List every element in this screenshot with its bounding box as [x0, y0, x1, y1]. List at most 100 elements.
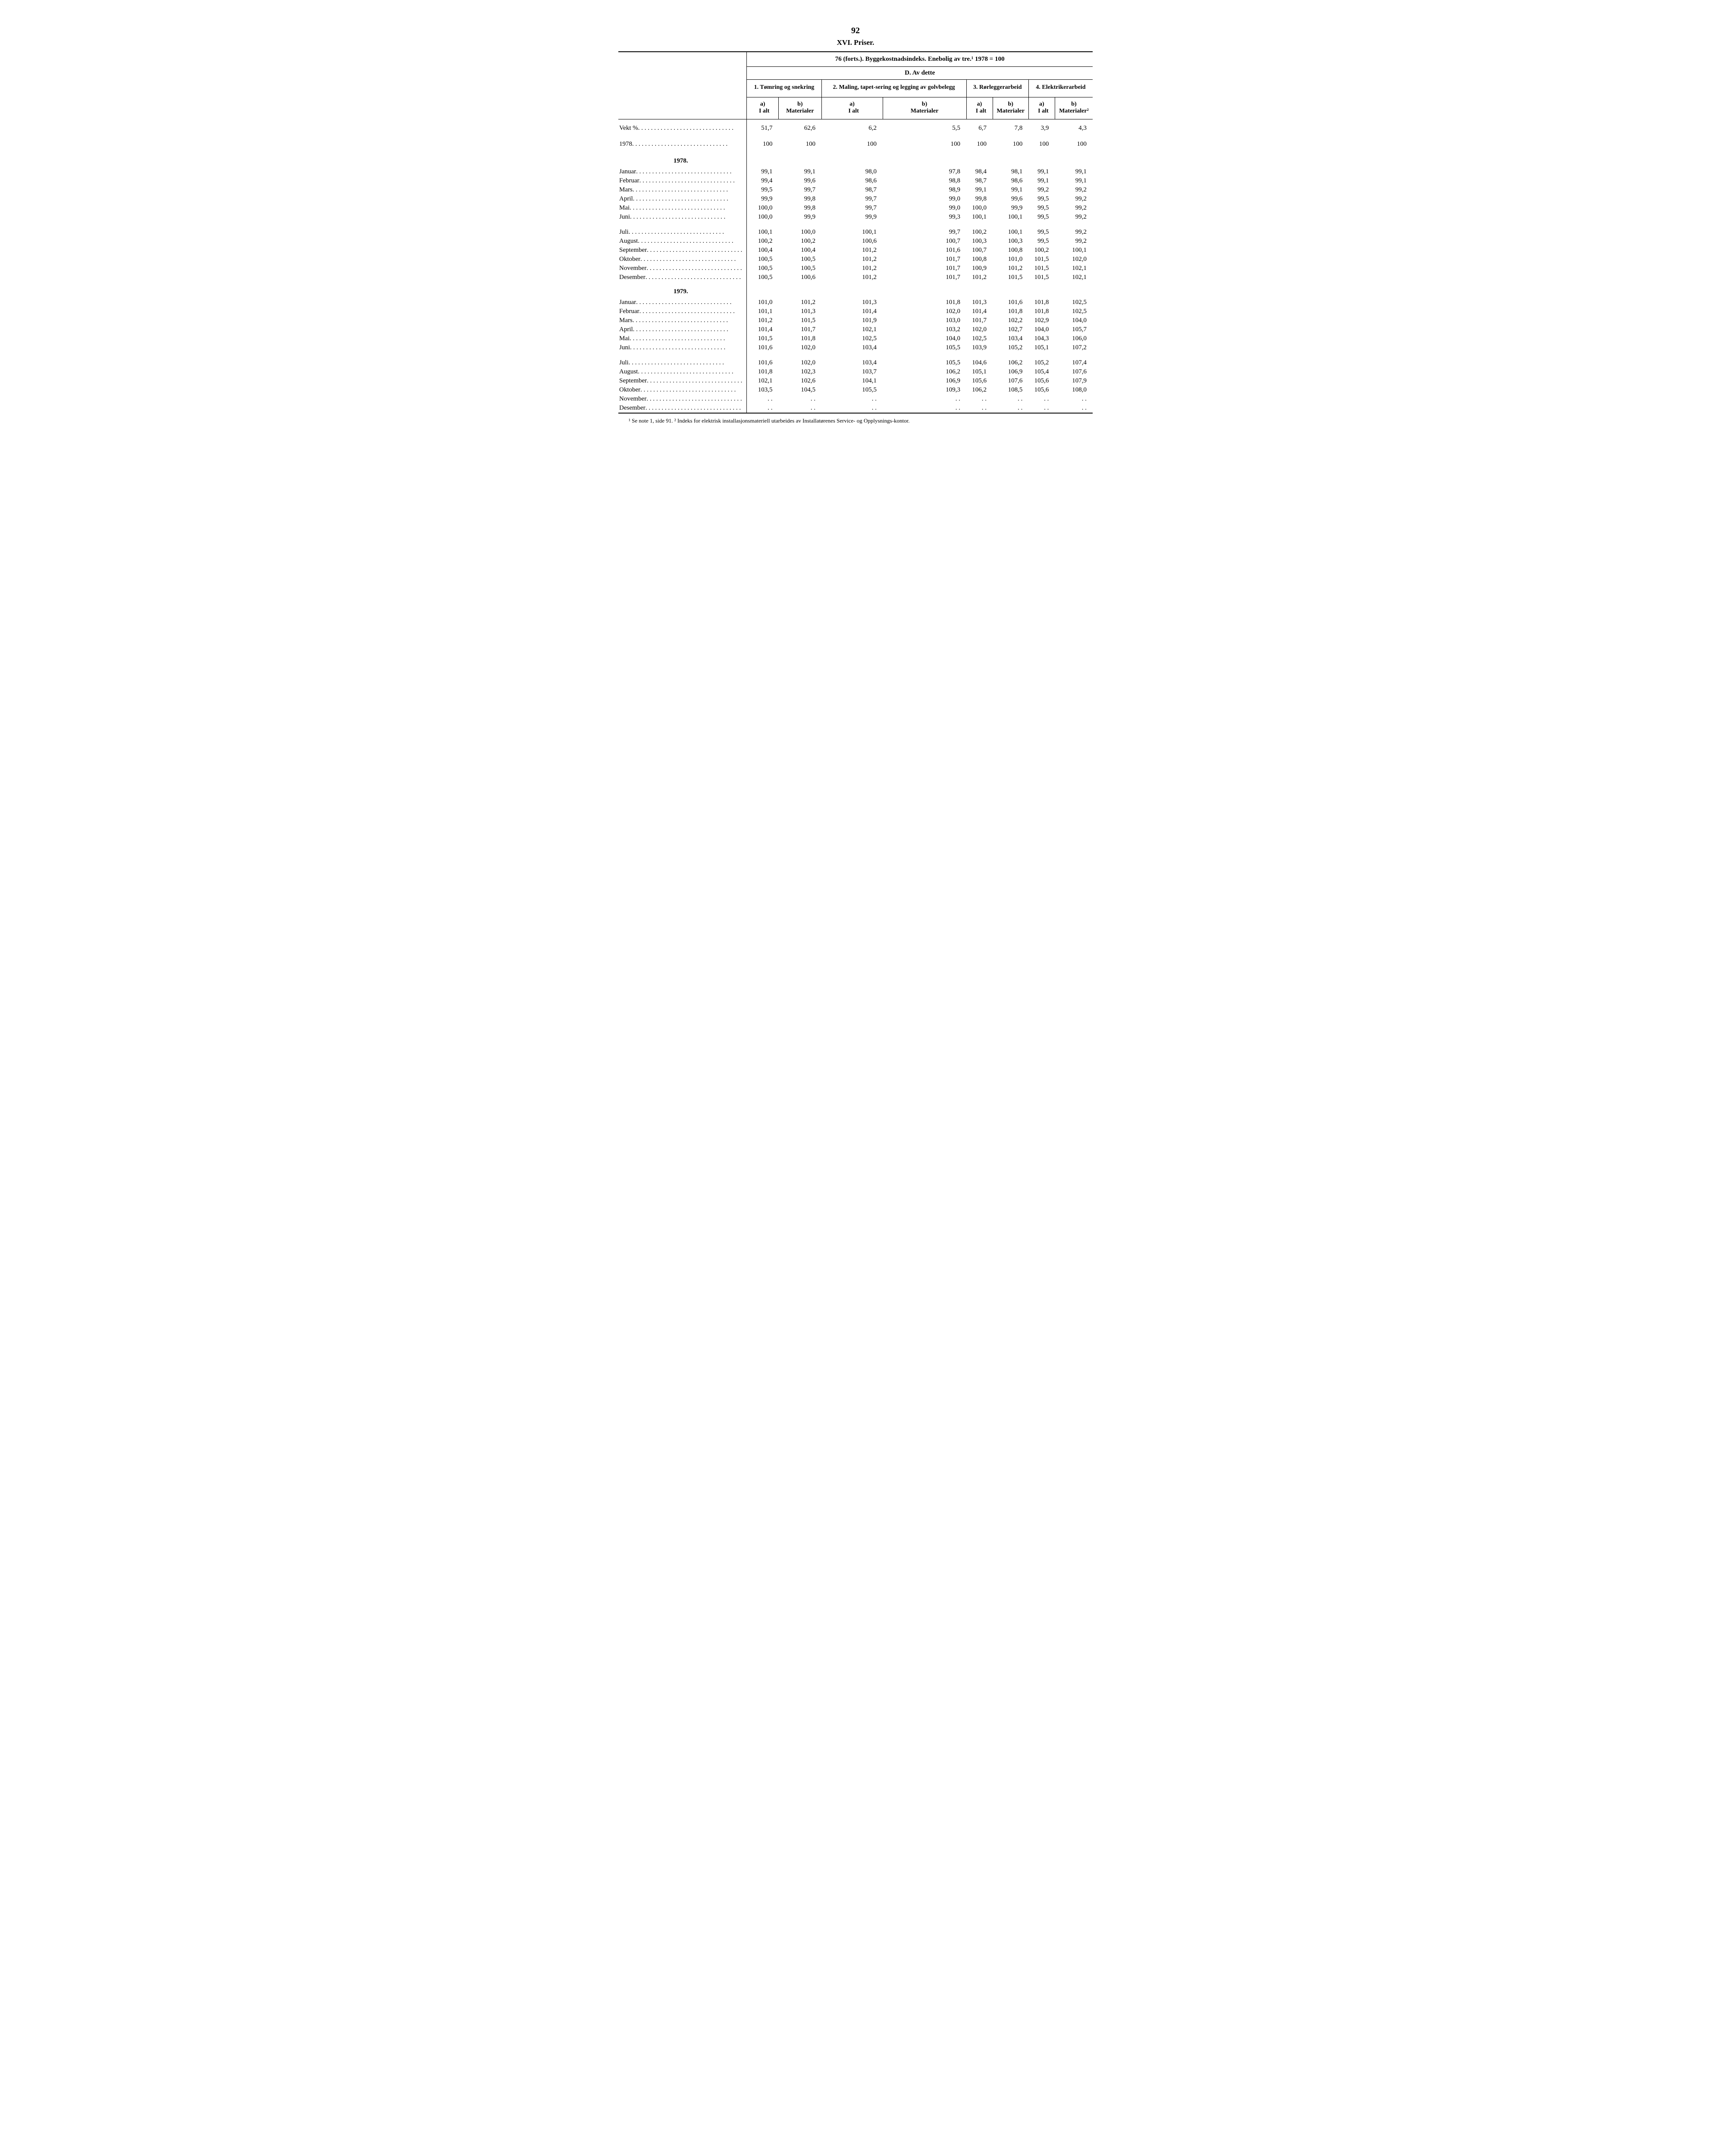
value-cell: 103,4 [821, 343, 883, 352]
row-label: Februar [619, 308, 639, 315]
value-cell: 99,2 [1055, 237, 1093, 246]
value-cell: 5,5 [883, 119, 966, 136]
value-cell: 100,8 [966, 255, 993, 264]
value-cell: 100,9 [966, 264, 993, 273]
value-cell: 101,3 [966, 298, 993, 307]
value-cell: 104,0 [1028, 325, 1055, 334]
row-label: Oktober [619, 386, 640, 394]
value-cell: 107,6 [1055, 367, 1093, 376]
value-cell: 106,2 [883, 367, 966, 376]
value-cell: 101,1 [747, 307, 779, 316]
value-cell: 3,9 [1028, 119, 1055, 136]
table-row: Februar . . . . . . . . . . . . . . . . … [618, 176, 1093, 185]
value-cell: 101,2 [821, 246, 883, 255]
value-cell: 100,0 [966, 204, 993, 213]
value-cell: 98,6 [993, 176, 1028, 185]
leader-dots: . . . . . . . . . . . . . . . . . . . . … [638, 125, 743, 132]
table-row: Juni . . . . . . . . . . . . . . . . . .… [618, 213, 1093, 222]
value-cell: 98,7 [966, 176, 993, 185]
value-cell: 101,0 [747, 298, 779, 307]
value-cell: 102,5 [1055, 298, 1093, 307]
value-cell: 100,1 [993, 228, 1028, 237]
leader-dots: . . . . . . . . . . . . . . . . . . . . … [632, 141, 742, 148]
value-cell: 105,1 [966, 367, 993, 376]
value-cell: 105,5 [821, 385, 883, 395]
value-cell: 101,9 [821, 316, 883, 325]
leader-dots: . . . . . . . . . . . . . . . . . . . . … [646, 274, 743, 281]
row-label: Mars [619, 317, 633, 324]
value-cell: 102,2 [993, 316, 1028, 325]
value-cell: 98,8 [883, 176, 966, 185]
value-cell: 102,0 [1055, 255, 1093, 264]
table-row: Desember . . . . . . . . . . . . . . . .… [618, 404, 1093, 413]
value-cell: 100,7 [883, 237, 966, 246]
value-cell: 7,8 [993, 119, 1028, 136]
value-cell: 101,5 [747, 334, 779, 343]
row-label: Juli [619, 359, 629, 367]
row-label: November [619, 265, 646, 272]
value-cell: 97,8 [883, 167, 966, 176]
value-cell: . . [1055, 404, 1093, 413]
value-cell: 100 [821, 135, 883, 151]
table-row: Oktober . . . . . . . . . . . . . . . . … [618, 255, 1093, 264]
value-cell: 99,7 [821, 204, 883, 213]
row-label: Mai [619, 204, 630, 212]
value-cell: 100,1 [747, 228, 779, 237]
value-cell: . . [883, 404, 966, 413]
document-page: 92 XVI. Priser. 76 (forts.). Byggekostna… [618, 26, 1093, 425]
value-cell: 100,4 [778, 246, 821, 255]
value-cell: 102,0 [966, 325, 993, 334]
leader-dots: . . . . . . . . . . . . . . . . . . . . … [646, 265, 742, 272]
value-cell: 51,7 [747, 119, 779, 136]
value-cell: 103,0 [883, 316, 966, 325]
value-cell: 105,7 [1055, 325, 1093, 334]
value-cell: . . [821, 395, 883, 404]
value-cell: 62,6 [778, 119, 821, 136]
value-cell: 103,4 [821, 358, 883, 367]
value-cell: 100,2 [747, 237, 779, 246]
leader-dots: . . . . . . . . . . . . . . . . . . . . … [646, 404, 743, 412]
row-label: Januar [619, 299, 636, 306]
leader-dots: . . . . . . . . . . . . . . . . . . . . … [636, 168, 742, 175]
value-cell: 105,6 [1028, 385, 1055, 395]
value-cell: . . [1028, 395, 1055, 404]
value-cell: 101,8 [993, 307, 1028, 316]
value-cell: 101,7 [966, 316, 993, 325]
value-cell: 99,1 [778, 167, 821, 176]
value-cell: 102,1 [747, 376, 779, 385]
value-cell: 100 [1055, 135, 1093, 151]
leader-dots: . . . . . . . . . . . . . . . . . . . . … [630, 213, 742, 221]
value-cell: 101,8 [1028, 307, 1055, 316]
value-cell: 99,8 [778, 194, 821, 204]
price-index-table: 76 (forts.). Byggekostnadsindeks. Enebol… [618, 51, 1093, 414]
value-cell: 102,7 [993, 325, 1028, 334]
value-cell: 100 [778, 135, 821, 151]
value-cell: 103,7 [821, 367, 883, 376]
value-cell: 100,1 [1055, 246, 1093, 255]
leader-dots: . . . . . . . . . . . . . . . . . . . . … [633, 326, 743, 333]
row-label: Februar [619, 177, 639, 185]
value-cell: 102,6 [778, 376, 821, 385]
leader-dots: . . . . . . . . . . . . . . . . . . . . … [646, 395, 742, 403]
value-cell: 104,3 [1028, 334, 1055, 343]
row-label: November [619, 395, 646, 403]
spacer-row [618, 352, 1093, 358]
table-row: August . . . . . . . . . . . . . . . . .… [618, 237, 1093, 246]
value-cell: 98,4 [966, 167, 993, 176]
table-row: Mars . . . . . . . . . . . . . . . . . .… [618, 185, 1093, 194]
value-cell: 101,5 [778, 316, 821, 325]
value-cell: 99,9 [821, 213, 883, 222]
value-cell: 98,9 [883, 185, 966, 194]
value-cell: . . [966, 404, 993, 413]
value-cell: . . [747, 404, 779, 413]
value-cell: 99,5 [747, 185, 779, 194]
year-heading-row: 1978. [618, 151, 1093, 167]
value-cell: 102,5 [966, 334, 993, 343]
table-row: August . . . . . . . . . . . . . . . . .… [618, 367, 1093, 376]
value-cell: . . [993, 404, 1028, 413]
value-cell: . . [883, 395, 966, 404]
leader-dots: . . . . . . . . . . . . . . . . . . . . … [640, 256, 742, 263]
value-cell: 99,2 [1055, 228, 1093, 237]
value-cell: 100,1 [966, 213, 993, 222]
value-cell: 99,5 [1028, 237, 1055, 246]
